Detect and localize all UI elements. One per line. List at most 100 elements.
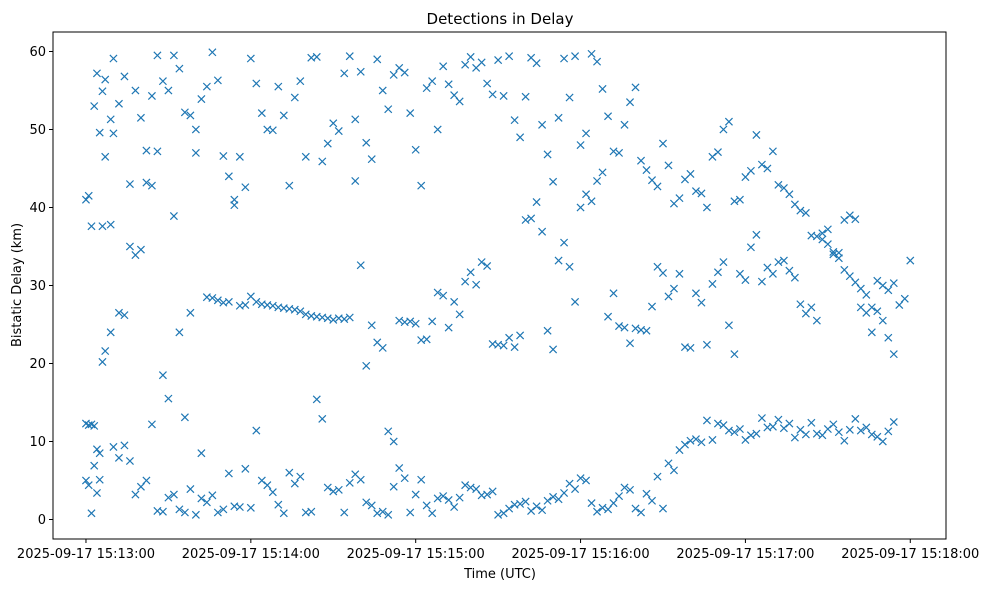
data-point-236	[505, 504, 514, 513]
data-point-266	[669, 466, 679, 475]
data-point-80	[499, 341, 508, 350]
data-point-360	[351, 115, 360, 124]
data-point-413	[642, 166, 651, 175]
data-point-244	[549, 492, 558, 501]
data-point-210	[362, 498, 371, 507]
y-tick-label-0: 0	[38, 513, 46, 528]
data-point-394	[538, 120, 547, 129]
x-tick-label-1: 2025-09-17 15:14:00	[182, 547, 320, 562]
data-point-432	[746, 166, 755, 175]
data-point-408	[615, 148, 624, 157]
data-point-347	[279, 111, 288, 120]
data-point-52	[345, 313, 354, 322]
data-point-161	[98, 357, 107, 366]
data-point-59	[384, 427, 393, 436]
data-point-304	[878, 437, 887, 446]
data-point-136	[807, 303, 816, 312]
data-point-278	[735, 424, 744, 434]
data-point-271	[697, 438, 706, 447]
data-point-284	[768, 422, 777, 431]
data-point-453	[862, 290, 871, 299]
data-point-388	[505, 52, 514, 61]
data-point-174	[164, 493, 173, 502]
data-point-164	[109, 442, 118, 451]
data-point-196	[285, 468, 294, 477]
data-point-130	[774, 258, 783, 267]
data-point-188	[241, 464, 250, 473]
data-point-300	[856, 426, 865, 435]
data-point-159	[92, 488, 101, 498]
data-point-239	[521, 497, 530, 506]
data-point-338	[230, 201, 239, 210]
data-point-207	[345, 478, 354, 487]
y-axis: 0 10 20 30 40 50 60	[29, 45, 53, 528]
data-point-61	[395, 316, 404, 325]
data-point-253	[598, 503, 607, 512]
data-point-70	[444, 323, 453, 332]
data-point-322	[142, 146, 151, 155]
data-point-171	[147, 181, 156, 190]
data-point-10	[114, 308, 123, 317]
data-point-233	[488, 487, 497, 496]
data-point-458	[889, 350, 898, 359]
data-point-246	[560, 488, 569, 498]
data-point-118	[708, 279, 717, 288]
data-point-220	[417, 475, 426, 484]
data-point-277	[730, 428, 739, 437]
data-point-90	[554, 256, 563, 265]
data-point-381	[466, 52, 475, 61]
data-point-251	[587, 499, 596, 508]
data-point-316	[109, 54, 118, 63]
data-point-33	[241, 300, 250, 310]
data-point-72	[455, 310, 464, 319]
data-point-444	[812, 232, 821, 241]
data-point-345	[268, 126, 277, 135]
data-point-3	[90, 421, 99, 430]
data-point-60	[389, 437, 398, 446]
data-point-109	[658, 268, 668, 278]
data-point-346	[274, 82, 283, 91]
data-point-238	[516, 499, 525, 508]
data-point-200	[307, 507, 316, 516]
data-point-107	[647, 302, 657, 311]
data-point-120	[719, 258, 728, 267]
data-point-342	[252, 79, 261, 88]
data-point-212	[373, 509, 382, 518]
data-point-370	[406, 109, 415, 118]
data-point-364	[373, 55, 382, 64]
data-point-114	[686, 343, 695, 352]
data-point-30	[224, 297, 233, 306]
data-point-353	[312, 52, 321, 61]
data-point-379	[455, 97, 464, 106]
data-point-54	[356, 261, 365, 270]
data-point-184	[219, 505, 228, 514]
data-point-362	[362, 138, 371, 147]
data-point-69	[439, 291, 448, 300]
data-point-257	[620, 483, 629, 492]
x-tick-label-0: 2025-09-17 15:13:00	[17, 547, 155, 562]
x-tick-label-2: 2025-09-17 15:15:00	[347, 547, 485, 562]
data-point-412	[636, 156, 646, 165]
data-point-398	[560, 54, 569, 63]
data-point-389	[510, 116, 519, 125]
data-point-336	[219, 151, 228, 161]
x-axis-label: Time (UTC)	[463, 567, 536, 582]
data-point-318	[120, 72, 129, 81]
data-point-44	[301, 310, 310, 319]
data-point-351	[301, 152, 310, 161]
data-point-185	[224, 469, 233, 478]
data-point-255	[609, 499, 618, 508]
data-point-203	[323, 483, 332, 492]
data-point-75	[472, 280, 481, 289]
data-point-292	[812, 429, 821, 438]
data-point-88	[543, 326, 552, 335]
data-point-91	[560, 238, 569, 247]
data-point-222	[428, 509, 437, 518]
data-point-441	[796, 206, 805, 215]
data-point-158	[90, 461, 99, 470]
data-point-380	[461, 60, 470, 69]
data-point-227	[455, 493, 464, 502]
data-point-456	[878, 316, 887, 325]
data-point-115	[691, 289, 700, 298]
